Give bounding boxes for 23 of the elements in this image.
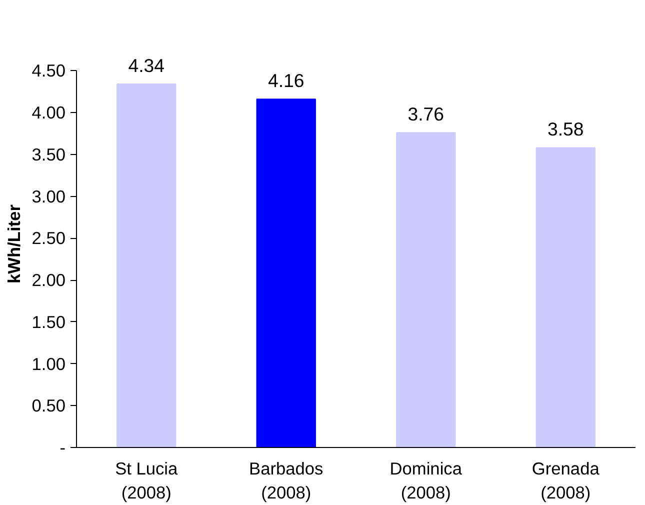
y-tick-label: 0.50 (32, 396, 66, 416)
x-tick-label: Grenada (2008) (532, 458, 600, 502)
bar (536, 147, 596, 448)
bar (396, 132, 456, 448)
y-tick-label: 2.50 (32, 228, 66, 248)
x-tick-label: St Lucia (2008) (115, 458, 178, 502)
y-tick-label: - (60, 438, 66, 458)
bar (256, 98, 316, 448)
data-label: 3.58 (547, 118, 584, 140)
data-label: 3.76 (408, 104, 444, 125)
bar (116, 84, 176, 448)
y-tick-label: 4.50 (32, 60, 66, 81)
y-tick-label: 1.00 (32, 354, 66, 374)
data-label: 4.16 (268, 70, 304, 92)
y-tick-label: 4.00 (32, 102, 66, 123)
data-label: 4.34 (128, 55, 165, 76)
y-tick-label: 2.00 (32, 270, 66, 290)
x-tick-label: Dominica (2008) (390, 458, 462, 502)
y-tick-label: 3.50 (32, 144, 66, 164)
x-tick-label: Barbados (2008) (249, 458, 324, 502)
y-tick-label: 3.00 (32, 186, 66, 206)
y-axis-title: kWh/Liter (4, 204, 24, 284)
y-tick-label: 1.50 (32, 312, 66, 332)
